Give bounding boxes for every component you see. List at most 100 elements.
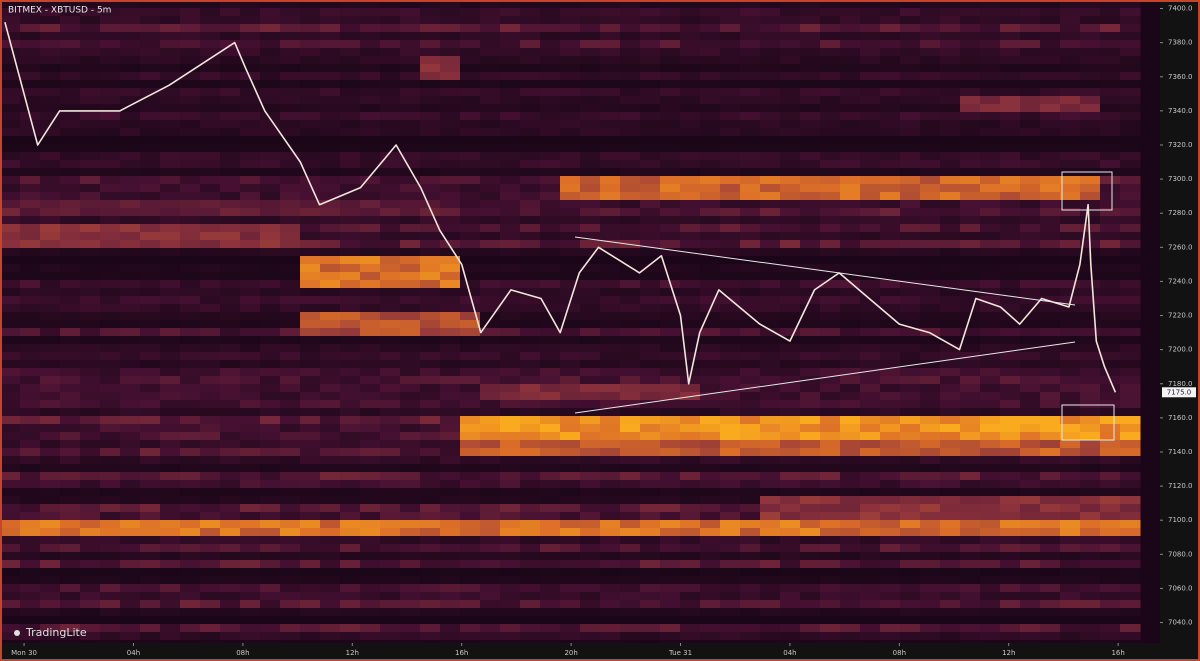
heatmap-cell xyxy=(700,0,721,9)
heatmap-cell xyxy=(440,208,461,217)
heatmap-cell xyxy=(960,456,981,465)
heatmap-cell xyxy=(460,584,481,593)
heatmap-cell xyxy=(0,184,21,193)
heatmap-cell xyxy=(480,320,501,329)
heatmap-cell xyxy=(880,368,901,377)
heatmap-cell xyxy=(520,24,541,33)
heatmap-cell xyxy=(700,520,721,529)
heatmap-cell xyxy=(980,616,1001,625)
heatmap-cell xyxy=(280,280,301,289)
heatmap-cell xyxy=(460,568,481,577)
heatmap-cell xyxy=(920,584,941,593)
heatmap-cell xyxy=(960,608,981,617)
heatmap-cell xyxy=(840,472,861,481)
heatmap-cell xyxy=(620,560,641,569)
heatmap-cell xyxy=(140,24,161,33)
heatmap-cell xyxy=(480,536,501,545)
heatmap-cell xyxy=(560,408,581,417)
heatmap-cell xyxy=(1100,64,1121,73)
heatmap-cell xyxy=(280,288,301,297)
heatmap-cell xyxy=(1100,264,1121,273)
heatmap-cell xyxy=(300,160,321,169)
heatmap-cell xyxy=(1120,64,1141,73)
heatmap-cell xyxy=(100,440,121,449)
heatmap-cell xyxy=(300,112,321,121)
heatmap-cell xyxy=(1000,176,1021,185)
heatmap-cell xyxy=(1020,24,1041,33)
heatmap-cell xyxy=(400,88,421,97)
heatmap-cell xyxy=(20,536,41,545)
heatmap-cell xyxy=(520,360,541,369)
heatmap-cell xyxy=(540,256,561,265)
heatmap-cell xyxy=(1040,216,1061,225)
heatmap-cell xyxy=(720,560,741,569)
heatmap-cell xyxy=(580,320,601,329)
heatmap-cell xyxy=(100,432,121,441)
heatmap-cell xyxy=(400,120,421,129)
heatmap-cell xyxy=(100,536,121,545)
heatmap-cell xyxy=(740,24,761,33)
heatmap-cell xyxy=(840,360,861,369)
heatmap-cell xyxy=(620,400,641,409)
heatmap-cell xyxy=(1120,472,1141,481)
heatmap-cell xyxy=(60,312,81,321)
heatmap-cell xyxy=(980,576,1001,585)
heatmap-cell xyxy=(660,80,681,89)
heatmap-cell xyxy=(940,32,961,41)
heatmap-cell xyxy=(260,64,281,73)
heatmap-cell xyxy=(1060,344,1081,353)
heatmap-cell xyxy=(400,616,421,625)
heatmap-cell xyxy=(520,416,541,425)
heatmap-cell xyxy=(700,624,721,633)
heatmap-cell xyxy=(400,64,421,73)
heatmap-cell xyxy=(640,304,661,313)
heatmap-cell xyxy=(260,48,281,57)
heatmap-cell xyxy=(1120,320,1141,329)
heatmap-cell xyxy=(620,200,641,209)
heatmap-cell xyxy=(840,560,861,569)
heatmap-cell xyxy=(640,600,661,609)
heatmap-cell xyxy=(500,504,521,513)
heatmap-cell xyxy=(1100,280,1121,289)
heatmap-cell xyxy=(720,240,741,249)
heatmap-cell xyxy=(820,152,841,161)
heatmap-cell xyxy=(1000,584,1021,593)
heatmap-cell xyxy=(300,144,321,153)
heatmap-cell xyxy=(0,136,21,145)
heatmap-cell xyxy=(900,80,921,89)
heatmap-cell xyxy=(600,400,621,409)
heatmap-cell xyxy=(1040,128,1061,137)
heatmap-cell xyxy=(1080,192,1101,201)
heatmap-cell xyxy=(1040,544,1061,553)
heatmap-cell xyxy=(700,112,721,121)
heatmap-cell xyxy=(760,416,781,425)
heatmap-cell xyxy=(1060,504,1081,513)
heatmap-cell xyxy=(60,104,81,113)
heatmap-cell xyxy=(780,432,801,441)
heatmap-cell xyxy=(400,240,421,249)
heatmap-cell xyxy=(140,296,161,305)
heatmap-cell xyxy=(1080,88,1101,97)
heatmap-cell xyxy=(360,88,381,97)
heatmap-cell xyxy=(480,184,501,193)
heatmap-cell xyxy=(0,128,21,137)
heatmap-cell xyxy=(1060,56,1081,65)
heatmap-cell xyxy=(40,416,61,425)
heatmap-cell xyxy=(80,472,101,481)
heatmap-cell xyxy=(220,248,241,257)
heatmap-cell xyxy=(1100,576,1121,585)
heatmap-cell xyxy=(700,368,721,377)
heatmap-cell xyxy=(20,184,41,193)
heatmap-cell xyxy=(140,280,161,289)
heatmap-cell xyxy=(240,440,261,449)
heatmap-cell xyxy=(580,264,601,273)
heatmap-cell xyxy=(440,184,461,193)
heatmap-cell xyxy=(160,600,181,609)
heatmap-cell xyxy=(140,112,161,121)
heatmap-cell xyxy=(260,160,281,169)
heatmap-cell xyxy=(900,8,921,17)
heatmap-cell xyxy=(680,64,701,73)
heatmap-cell xyxy=(940,216,961,225)
heatmap-cell xyxy=(280,216,301,225)
heatmap-cell xyxy=(680,416,701,425)
